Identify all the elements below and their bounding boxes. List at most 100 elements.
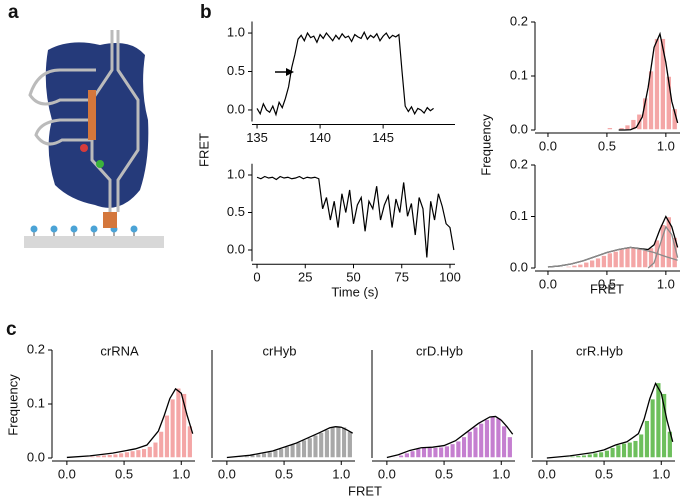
- x-tick-label: 0.5: [115, 466, 133, 481]
- x-tick-label: 0.0: [378, 466, 396, 481]
- histogram-bar: [283, 445, 291, 459]
- chart-title: crRNA: [100, 343, 139, 358]
- histogram-bar: [289, 443, 297, 459]
- trace: [256, 30, 434, 117]
- x-tick-label: 50: [346, 270, 360, 285]
- y-tick-label: 0.2: [27, 341, 45, 356]
- illustration: [24, 30, 164, 248]
- y-axis-label: Frequency: [478, 114, 493, 176]
- fit-curve: [618, 31, 679, 131]
- histogram-bar: [334, 424, 343, 459]
- x-tick-label: 1.0: [172, 466, 190, 481]
- histogram-bar: [443, 444, 451, 459]
- histogram-bar: [409, 449, 417, 459]
- histogram-bar: [391, 455, 400, 459]
- histogram-bar: [403, 451, 411, 459]
- histogram-bar: [489, 415, 497, 459]
- histogram-bar: [483, 418, 491, 459]
- panel-label: b: [200, 2, 212, 23]
- x-tick-label: 0.0: [539, 138, 557, 153]
- y-axis-label: FRET: [196, 133, 211, 167]
- x-tick-label: 0: [253, 270, 260, 285]
- y-tick-label: 0.0: [227, 241, 245, 256]
- histogram-bar: [163, 414, 171, 459]
- histogram-bar: [637, 432, 645, 459]
- histogram-bar: [323, 428, 331, 459]
- histogram-bar: [559, 265, 567, 269]
- fit-curve: [66, 387, 194, 459]
- x-tick-label: 25: [298, 270, 312, 285]
- x-tick-label: 0.0: [538, 466, 556, 481]
- x-tick-label: 0.5: [595, 466, 613, 481]
- trace: [256, 175, 455, 258]
- y-tick-label: 0.1: [27, 395, 45, 410]
- y-tick-label: 1.0: [227, 166, 245, 181]
- histogram-bar: [494, 416, 503, 459]
- histogram-bar: [414, 447, 422, 459]
- histogram-bar: [420, 446, 428, 459]
- histogram-bar: [591, 451, 600, 459]
- histogram-bar: [449, 442, 457, 459]
- histogram-bar: [426, 446, 434, 459]
- x-tick-label: 1.0: [657, 276, 675, 291]
- x-tick-label: 145: [372, 130, 394, 145]
- histogram-bar: [169, 397, 177, 459]
- chart-title: crD.Hyb: [416, 343, 463, 358]
- histogram-bar: [614, 443, 622, 459]
- histogram-bar: [306, 436, 314, 459]
- x-tick-label: 0.5: [598, 138, 616, 153]
- histogram-bar: [609, 446, 617, 459]
- y-tick-label: 0.0: [510, 259, 528, 274]
- fit-curve: [547, 246, 678, 268]
- histogram-bar: [626, 441, 634, 459]
- chart-title: crHyb: [263, 343, 297, 358]
- x-tick-label: 0.0: [218, 466, 236, 481]
- y-tick-label: 0.5: [227, 204, 245, 219]
- histogram-bar: [294, 441, 302, 459]
- histogram-bar: [329, 425, 337, 459]
- histogram-bar: [123, 450, 131, 459]
- histogram-bar: [654, 381, 663, 459]
- y-tick-label: 0.0: [27, 449, 45, 464]
- chart-title: crR.Hyb: [576, 343, 623, 358]
- histogram-bar: [431, 446, 440, 459]
- histogram-bar: [659, 37, 667, 131]
- x-tick-label: 1.0: [652, 466, 670, 481]
- histogram-bar: [111, 452, 120, 459]
- histogram-bar: [106, 453, 114, 459]
- histogram-bar: [117, 451, 125, 459]
- x-axis-label: Time (s): [331, 284, 378, 299]
- histogram-bar: [553, 266, 561, 269]
- histogram-bar: [580, 454, 588, 459]
- x-tick-label: 1.0: [492, 466, 510, 481]
- histogram-bar: [635, 247, 644, 269]
- histogram-bar: [606, 251, 614, 269]
- histogram-bar: [346, 430, 354, 459]
- histogram-bar: [466, 430, 474, 459]
- y-tick-label: 1.0: [227, 24, 245, 39]
- histogram-bar: [649, 397, 657, 459]
- histogram-bar: [564, 265, 573, 269]
- histogram-bar: [100, 454, 108, 459]
- histogram-bar: [670, 107, 679, 131]
- x-tick-label: 0.0: [539, 276, 557, 291]
- histogram-bar: [620, 442, 628, 459]
- histogram-bar: [397, 454, 405, 459]
- y-tick-label: 0.5: [227, 63, 245, 78]
- y-tick-label: 0.0: [510, 121, 528, 136]
- histogram-bar: [317, 431, 325, 459]
- histogram-bar: [629, 246, 638, 269]
- histogram-bar: [157, 430, 165, 459]
- histogram-bar: [606, 126, 614, 131]
- fit-curve: [386, 415, 514, 459]
- x-tick-label: 0.5: [275, 466, 293, 481]
- histogram-bar: [129, 449, 137, 459]
- x-tick-label: 135: [246, 130, 268, 145]
- histogram-bar: [641, 249, 649, 269]
- x-tick-label: 0.5: [598, 276, 616, 291]
- histogram-bar: [576, 263, 585, 269]
- y-axis-label: Frequency: [5, 374, 20, 436]
- x-axis-label: FRET: [348, 483, 382, 498]
- histogram-bar: [471, 425, 480, 459]
